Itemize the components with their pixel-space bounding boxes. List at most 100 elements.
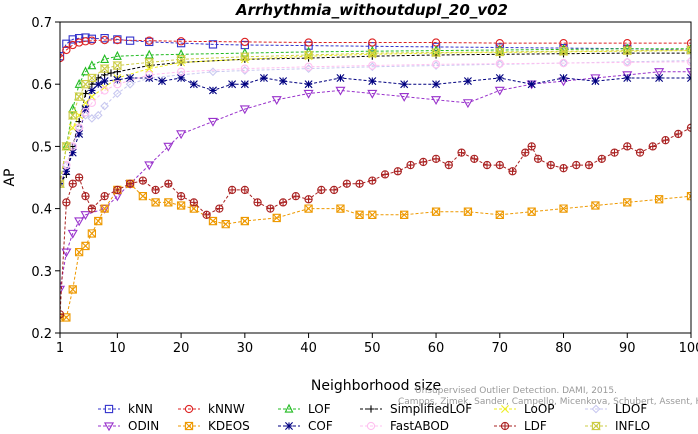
data-point (597, 154, 606, 163)
data-point (80, 211, 91, 221)
watermark-line: Campos, Zimek, Sander, Campello, Micenko… (398, 397, 698, 407)
data-point (164, 198, 173, 207)
data-point (367, 62, 377, 72)
data-point (527, 142, 536, 151)
legend-label: kNN (128, 402, 153, 416)
data-point (495, 160, 504, 170)
series-inflo (60, 45, 691, 188)
data-point (623, 58, 632, 67)
legend-label: SimplifiedLOF (390, 402, 472, 416)
data-point (495, 59, 505, 69)
data-point (444, 160, 453, 170)
data-point (279, 77, 288, 86)
data-point (559, 73, 568, 82)
y-tick-label: 0.7 (31, 16, 52, 31)
data-point (367, 48, 378, 58)
data-point (86, 73, 97, 83)
axes: 1 10 20 30 40 50 60 70 80 90 100 0.2 0.3 0.4 0.5 0.6 0.7 (31, 16, 698, 356)
x-tick-label: 50 (364, 341, 381, 356)
data-point (60, 179, 65, 189)
data-point (60, 310, 65, 319)
data-point (67, 111, 78, 120)
data-point (87, 86, 96, 95)
chart-title: Arrhythmia_withoutdupl_20_v02 (235, 1, 508, 19)
data-point (304, 38, 313, 47)
data-point (221, 220, 230, 229)
legend-item-odin: ODIN (98, 419, 159, 433)
data-point (648, 142, 657, 151)
legend-item-knn: kNN (98, 402, 153, 416)
legend-label: ODIN (128, 419, 159, 433)
legend-marker (184, 421, 194, 431)
data-point (62, 167, 71, 176)
watermark-line: Unsupervised Outlier Detection. DAMI, 20… (415, 386, 617, 396)
data-point (482, 160, 492, 170)
data-point (240, 216, 249, 226)
data-point (189, 198, 198, 207)
data-point (151, 185, 160, 195)
data-point (463, 207, 473, 216)
legend-label: LoOP (524, 402, 555, 416)
x-tick-label: 10 (109, 341, 126, 356)
data-point (100, 86, 109, 95)
data-point (259, 73, 268, 82)
data-point (303, 89, 314, 99)
legend-item-loop: LoOP (494, 402, 555, 416)
data-point (208, 86, 217, 95)
data-point (367, 89, 378, 99)
data-point (215, 204, 224, 213)
y-tick-label: 0.2 (31, 327, 52, 342)
data-point (291, 192, 300, 201)
legend-item-knnw: kNNW (178, 402, 245, 416)
data-point (355, 179, 364, 188)
series-line (60, 48, 691, 184)
legend-label: FastABOD (390, 419, 449, 433)
series-line (60, 50, 691, 184)
data-point (107, 69, 115, 77)
data-point (342, 179, 351, 188)
data-point (74, 123, 84, 132)
plot-frame (59, 21, 692, 334)
y-tick-label: 0.3 (31, 265, 52, 280)
data-point (335, 86, 346, 96)
data-point (208, 67, 218, 77)
x-tick-label: 20 (173, 341, 190, 356)
legend-marker (285, 422, 293, 430)
data-point (431, 48, 441, 57)
data-point (189, 204, 198, 213)
data-point (74, 92, 85, 101)
series-line (60, 39, 691, 59)
legend-marker (103, 422, 115, 432)
data-point (81, 192, 90, 201)
data-point (304, 64, 313, 74)
data-point (304, 62, 313, 71)
data-point (591, 77, 600, 86)
legend-marker (184, 404, 194, 414)
x-tick-label: 1 (56, 341, 64, 356)
data-point (686, 192, 691, 201)
data-point (62, 198, 71, 207)
data-point (74, 34, 84, 43)
legend-item-kdeos: KDEOS (178, 419, 250, 433)
data-point (61, 248, 72, 258)
data-point (100, 53, 110, 63)
data-point (463, 77, 472, 86)
y-tick-label: 0.4 (31, 203, 52, 218)
data-point (227, 185, 237, 195)
data-point (400, 80, 409, 89)
data-point (674, 129, 683, 139)
data-point (61, 142, 72, 151)
data-point (304, 195, 313, 204)
data-point (368, 176, 377, 185)
data-point (508, 167, 517, 176)
legend-marker (591, 404, 601, 414)
x-axis-title: Neighborhood size (311, 378, 441, 394)
data-point (87, 60, 97, 70)
legend-item-ldof: LDOF (585, 402, 647, 416)
x-tick-label: 30 (237, 341, 254, 356)
data-point (572, 160, 581, 170)
data-point (113, 185, 122, 195)
data-point (685, 68, 691, 77)
data-point (661, 136, 670, 145)
data-point (81, 66, 90, 76)
